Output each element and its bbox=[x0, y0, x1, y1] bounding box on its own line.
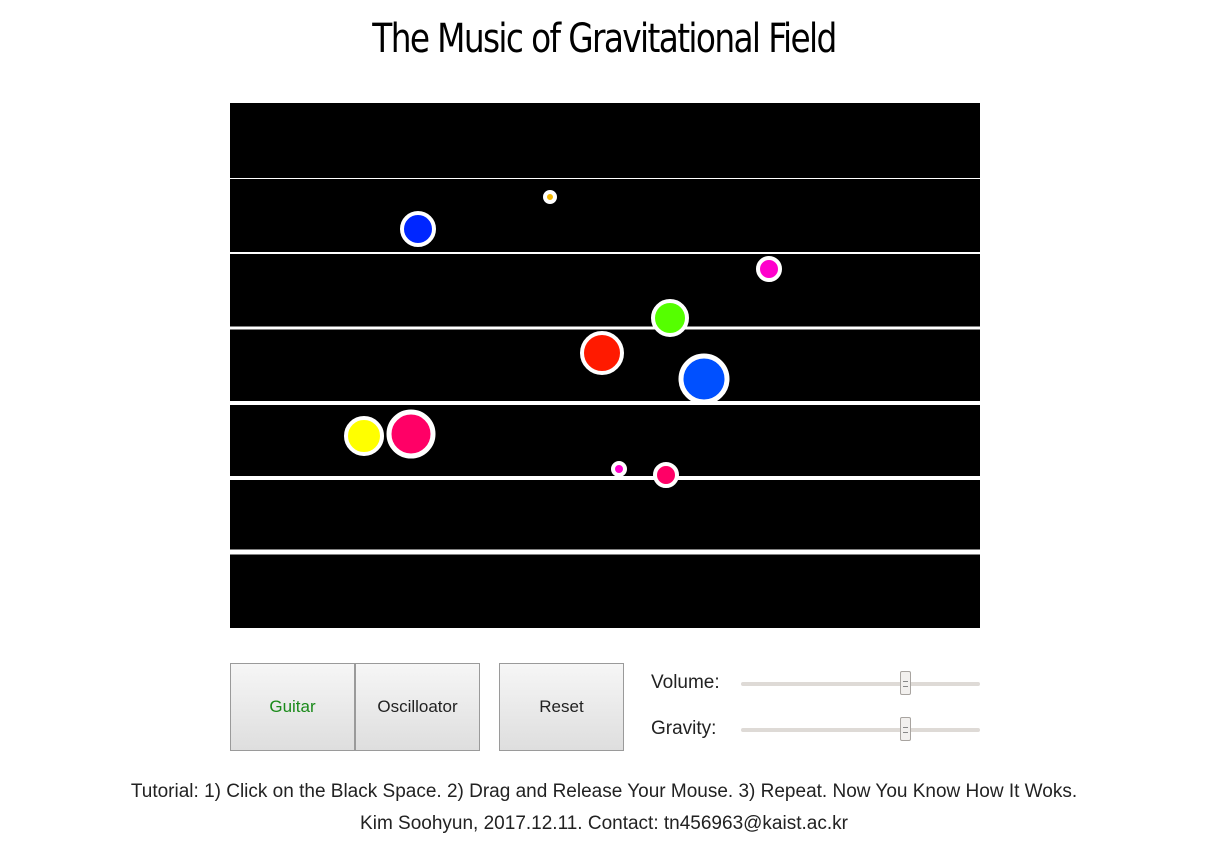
gravity-slider-thumb[interactable] bbox=[899, 717, 911, 741]
particle-ball bbox=[651, 299, 689, 337]
page-title: The Music of Gravitational Field bbox=[372, 16, 837, 62]
particle-ball bbox=[580, 331, 624, 375]
volume-slider-thumb[interactable] bbox=[899, 671, 911, 695]
particle-ball bbox=[400, 211, 436, 247]
particle-ball bbox=[611, 461, 627, 477]
particle-ball bbox=[344, 416, 384, 456]
gravity-canvas[interactable] bbox=[230, 103, 980, 628]
particle-ball bbox=[653, 462, 679, 488]
guitar-button[interactable]: Guitar bbox=[230, 663, 355, 751]
gravity-label: Gravity: bbox=[651, 718, 717, 739]
particle-ball bbox=[756, 256, 782, 282]
volume-slider[interactable] bbox=[741, 671, 980, 695]
gravity-slider[interactable] bbox=[741, 717, 980, 741]
particle-ball bbox=[386, 409, 436, 459]
volume-label: Volume: bbox=[651, 672, 720, 693]
reset-button[interactable]: Reset bbox=[499, 663, 624, 751]
particle-ball bbox=[543, 190, 557, 204]
credit-text: Kim Soohyun, 2017.12.11. Contact: tn4569… bbox=[360, 813, 848, 834]
gravity-field-svg[interactable] bbox=[230, 103, 980, 628]
oscillator-button[interactable]: Oscilloator bbox=[355, 663, 480, 751]
particle-ball bbox=[678, 353, 730, 405]
tutorial-text: Tutorial: 1) Click on the Black Space. 2… bbox=[130, 781, 1078, 802]
